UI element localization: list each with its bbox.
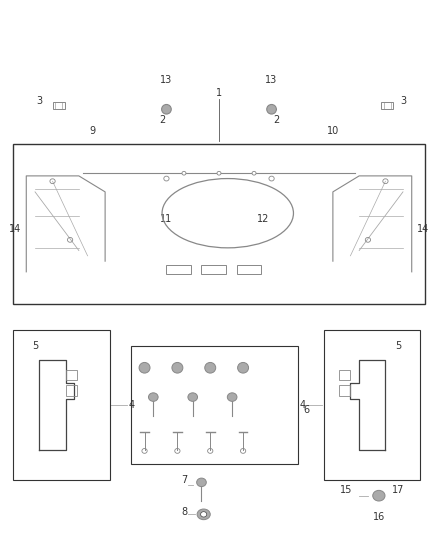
Text: 17: 17 bbox=[392, 486, 405, 495]
Text: 5: 5 bbox=[32, 342, 38, 351]
Ellipse shape bbox=[205, 362, 215, 373]
Bar bbox=[201, 265, 226, 274]
Text: 4: 4 bbox=[128, 400, 134, 410]
Bar bbox=[53, 102, 65, 109]
Bar bbox=[324, 330, 420, 480]
Bar bbox=[339, 385, 350, 396]
Text: 2: 2 bbox=[273, 115, 279, 125]
Text: 14: 14 bbox=[417, 224, 429, 234]
Text: 13: 13 bbox=[265, 75, 278, 85]
Bar bbox=[13, 144, 425, 304]
Ellipse shape bbox=[267, 104, 276, 114]
Bar bbox=[166, 265, 191, 274]
Ellipse shape bbox=[252, 172, 256, 175]
Text: 10: 10 bbox=[327, 126, 339, 135]
Ellipse shape bbox=[197, 478, 206, 487]
Text: 3: 3 bbox=[400, 96, 406, 106]
Ellipse shape bbox=[217, 172, 221, 175]
Text: 9: 9 bbox=[89, 126, 95, 135]
Text: 2: 2 bbox=[159, 115, 165, 125]
Bar bbox=[131, 346, 298, 464]
Text: 11: 11 bbox=[160, 214, 173, 223]
Ellipse shape bbox=[172, 362, 183, 373]
Ellipse shape bbox=[237, 362, 248, 373]
Text: 1: 1 bbox=[216, 88, 222, 98]
Ellipse shape bbox=[188, 393, 198, 401]
Bar bbox=[13, 330, 110, 480]
Text: 14: 14 bbox=[9, 224, 21, 234]
Ellipse shape bbox=[197, 509, 210, 520]
Bar bbox=[237, 265, 261, 274]
Text: 7: 7 bbox=[181, 475, 187, 484]
Ellipse shape bbox=[227, 393, 237, 401]
Text: 12: 12 bbox=[257, 214, 269, 223]
Text: 4: 4 bbox=[299, 400, 305, 410]
Ellipse shape bbox=[201, 512, 207, 517]
Text: 8: 8 bbox=[181, 507, 187, 516]
Ellipse shape bbox=[139, 362, 150, 373]
Bar bbox=[66, 370, 77, 381]
Bar bbox=[381, 102, 393, 109]
Ellipse shape bbox=[373, 490, 385, 501]
Ellipse shape bbox=[162, 104, 171, 114]
Text: 13: 13 bbox=[160, 75, 173, 85]
Bar bbox=[339, 370, 350, 381]
Text: 5: 5 bbox=[396, 342, 402, 351]
Text: 3: 3 bbox=[36, 96, 42, 106]
Ellipse shape bbox=[148, 393, 158, 401]
Text: 16: 16 bbox=[373, 512, 385, 522]
Text: 6: 6 bbox=[304, 406, 310, 415]
Ellipse shape bbox=[182, 172, 186, 175]
Text: 15: 15 bbox=[340, 486, 352, 495]
Bar bbox=[66, 385, 77, 396]
